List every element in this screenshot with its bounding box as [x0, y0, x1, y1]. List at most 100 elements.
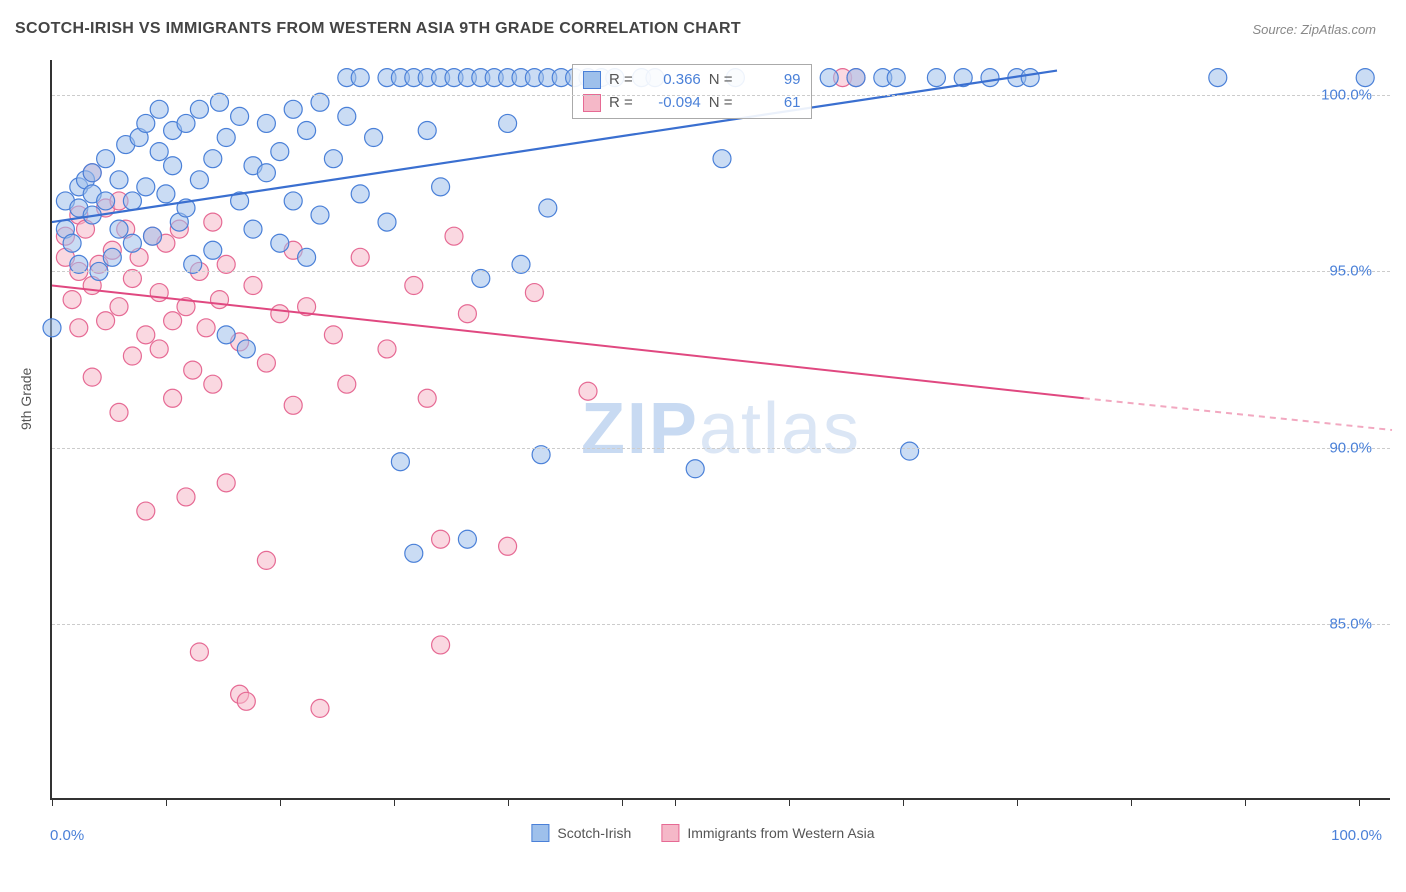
- data-point: [43, 319, 61, 337]
- data-point: [157, 185, 175, 203]
- data-point: [271, 234, 289, 252]
- data-point: [298, 121, 316, 139]
- data-point: [713, 150, 731, 168]
- trend-line: [52, 71, 1057, 223]
- data-point: [150, 340, 168, 358]
- legend-row-blue: R = 0.366 N = 99: [583, 69, 801, 92]
- x-tick: [1245, 798, 1246, 806]
- data-point: [110, 220, 128, 238]
- data-point: [432, 530, 450, 548]
- data-point: [204, 375, 222, 393]
- gridline: [52, 448, 1390, 449]
- source-label: Source: ZipAtlas.com: [1252, 22, 1376, 37]
- data-point: [405, 544, 423, 562]
- data-point: [217, 326, 235, 344]
- data-point: [97, 312, 115, 330]
- data-point: [257, 164, 275, 182]
- x-tick: [675, 798, 676, 806]
- data-point: [150, 143, 168, 161]
- data-point: [177, 488, 195, 506]
- data-point: [137, 326, 155, 344]
- data-point: [164, 312, 182, 330]
- data-point: [144, 227, 162, 245]
- x-tick-max: 100.0%: [1331, 827, 1382, 844]
- data-point: [338, 375, 356, 393]
- y-axis-label: 9th Grade: [18, 368, 34, 430]
- legend-swatch-pink: [583, 94, 601, 112]
- data-point: [324, 326, 342, 344]
- legend-swatch-icon: [531, 824, 549, 842]
- data-point: [365, 129, 383, 147]
- data-point: [257, 114, 275, 132]
- data-point: [311, 699, 329, 717]
- data-point: [110, 171, 128, 189]
- series-legend: Scotch-Irish Immigrants from Western Asi…: [531, 824, 874, 842]
- data-point: [150, 100, 168, 118]
- data-point: [164, 157, 182, 175]
- data-point: [83, 368, 101, 386]
- data-point: [901, 442, 919, 460]
- data-point: [123, 234, 141, 252]
- data-point: [137, 502, 155, 520]
- data-point: [378, 213, 396, 231]
- data-point: [525, 284, 543, 302]
- data-point: [237, 692, 255, 710]
- x-tick: [903, 798, 904, 806]
- gridline: [52, 95, 1390, 96]
- data-point: [103, 248, 121, 266]
- data-point: [351, 248, 369, 266]
- data-point: [110, 403, 128, 421]
- data-point: [391, 453, 409, 471]
- data-point: [539, 199, 557, 217]
- data-point: [231, 107, 249, 125]
- data-point: [211, 291, 229, 309]
- x-tick: [508, 798, 509, 806]
- correlation-legend: R = 0.366 N = 99 R = -0.094 N = 61: [572, 64, 812, 119]
- x-tick: [1359, 798, 1360, 806]
- data-point: [164, 389, 182, 407]
- data-point: [298, 248, 316, 266]
- data-point: [686, 460, 704, 478]
- data-point: [820, 69, 838, 87]
- y-tick-label: 100.0%: [1321, 87, 1372, 104]
- data-point: [271, 143, 289, 161]
- data-point: [123, 192, 141, 210]
- data-point: [1021, 69, 1039, 87]
- data-point: [445, 227, 463, 245]
- data-point: [83, 164, 101, 182]
- data-point: [499, 114, 517, 132]
- data-point: [197, 319, 215, 337]
- data-point: [97, 150, 115, 168]
- x-tick: [166, 798, 167, 806]
- data-point: [284, 396, 302, 414]
- data-point: [184, 361, 202, 379]
- y-tick-label: 95.0%: [1329, 263, 1372, 280]
- data-point: [351, 69, 369, 87]
- x-tick: [1017, 798, 1018, 806]
- data-point: [244, 220, 262, 238]
- data-point: [123, 347, 141, 365]
- data-point: [284, 100, 302, 118]
- data-point: [887, 69, 905, 87]
- data-point: [204, 241, 222, 259]
- chart-area: ZIPatlas R = 0.366 N = 99 R = -0.094 N =…: [50, 60, 1390, 800]
- data-point: [257, 354, 275, 372]
- data-point: [579, 382, 597, 400]
- data-point: [204, 213, 222, 231]
- data-point: [217, 474, 235, 492]
- data-point: [190, 171, 208, 189]
- data-point: [432, 636, 450, 654]
- data-point: [110, 298, 128, 316]
- data-point: [1209, 69, 1227, 87]
- data-point: [137, 114, 155, 132]
- legend-item-blue: Scotch-Irish: [531, 824, 631, 842]
- data-point: [63, 291, 81, 309]
- data-point: [70, 319, 88, 337]
- data-point: [927, 69, 945, 87]
- data-point: [204, 150, 222, 168]
- data-point: [63, 234, 81, 252]
- data-point: [97, 192, 115, 210]
- data-point: [405, 277, 423, 295]
- data-point: [271, 305, 289, 323]
- x-tick: [280, 798, 281, 806]
